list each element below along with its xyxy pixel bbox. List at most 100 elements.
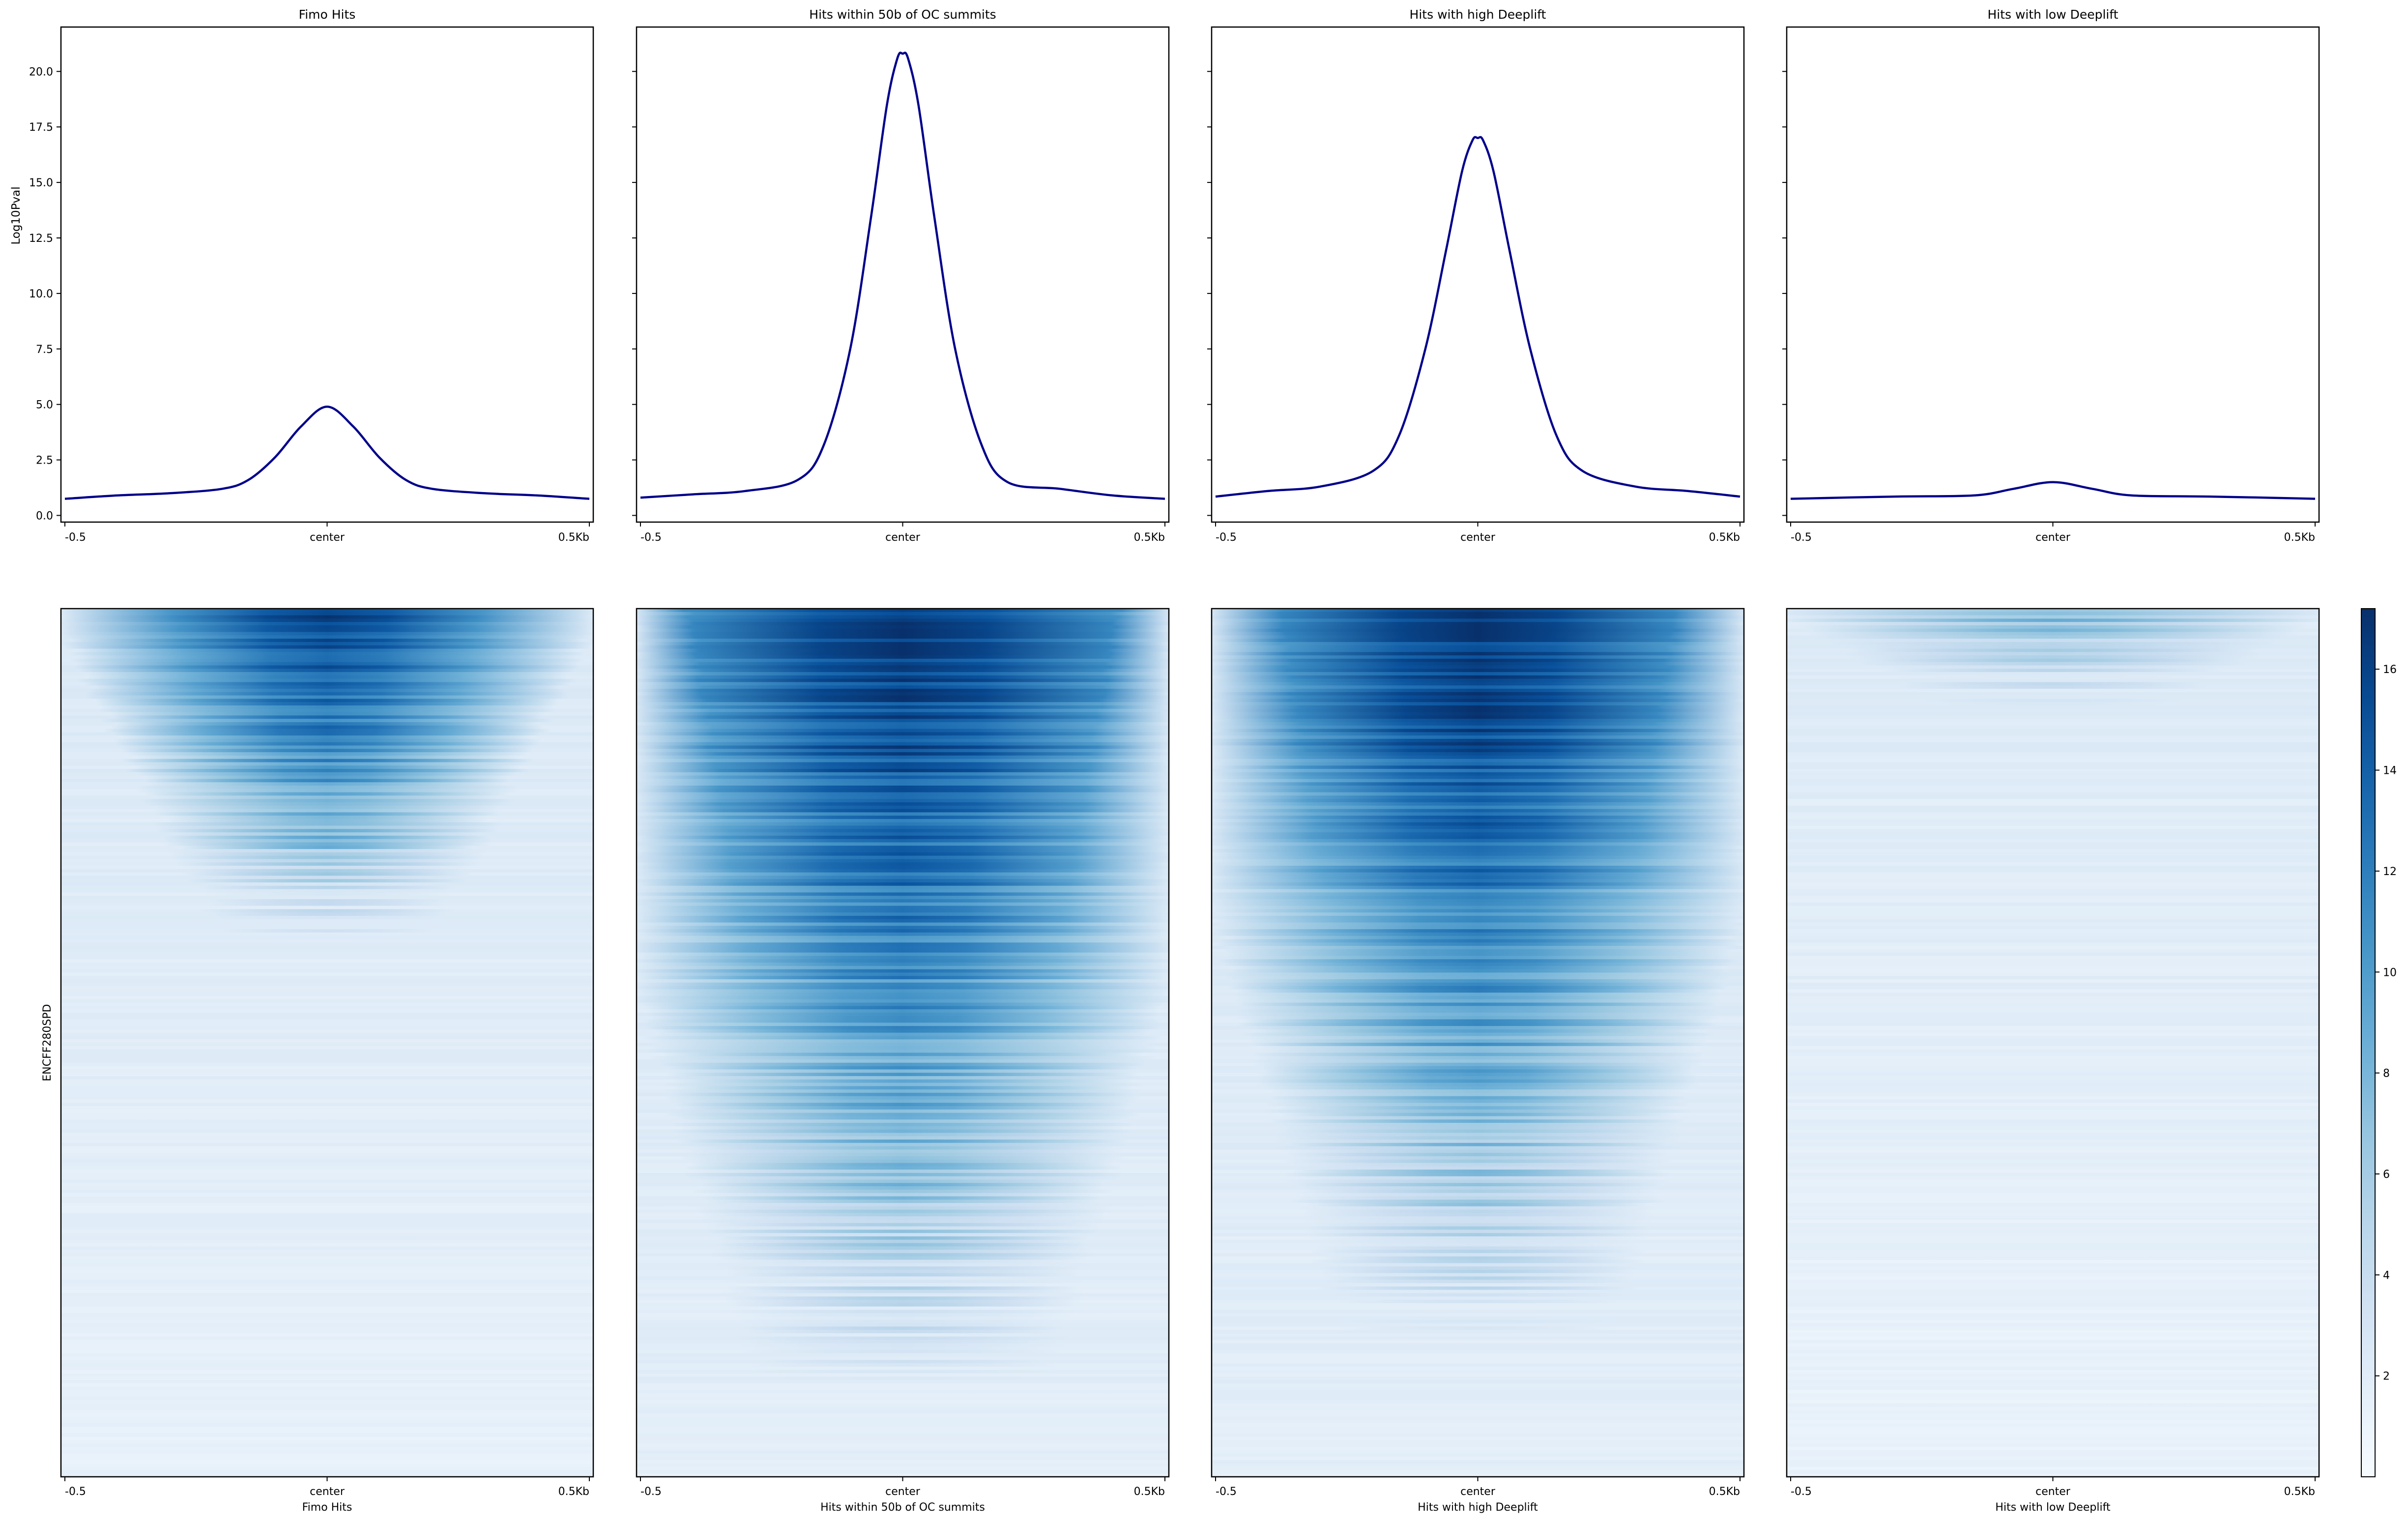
heatmap-row [61,936,593,940]
heatmap-row [1212,926,1744,930]
heatmap-row [61,1106,593,1110]
heatmap-row [637,1443,1169,1447]
heatmap-row [637,1286,1169,1290]
heatmap-row [1212,1083,1744,1086]
heatmap-row [637,1406,1169,1410]
heatmap-row [637,1123,1169,1127]
heatmap-row [1787,612,2319,616]
heatmap-row [61,1470,593,1474]
heatmap-row [61,1149,593,1153]
profile-axes-frame [60,26,594,523]
heatmap-row [1212,825,1744,829]
heatmap-row [1787,639,2319,643]
heatmap-row [637,1126,1169,1130]
heatmap-row [637,876,1169,879]
heatmap-row [1212,1396,1744,1401]
heatmap-row [1212,1436,1744,1440]
heatmap-row [61,1289,593,1294]
heatmap-row [61,825,593,829]
heatmap-row [1212,1113,1744,1117]
heatmap-row [637,939,1169,943]
heatmap-row [1787,1016,2319,1020]
heatmap-row [61,962,593,967]
heatmap-row [1787,1269,2319,1274]
heatmap-row [1212,1460,1744,1464]
heatmap-row [1787,1427,2319,1431]
heatmap-row [1212,799,1744,803]
heatmap-row [637,692,1169,696]
heatmap-row [61,622,593,626]
heatmap-row [1212,1296,1744,1300]
heatmap-row [1787,615,2319,619]
heatmap-row [1212,882,1744,886]
heatmap-row [1787,1410,2319,1414]
heatmap-row [637,882,1169,886]
heatmap-row [1787,819,2319,823]
heatmap-row [1212,1283,1744,1287]
heatmap-row [1212,1176,1744,1180]
heatmap-row [637,1156,1169,1160]
heatmap-row [1787,1293,2319,1297]
heatmap-row [1787,1053,2319,1056]
heatmap-row [637,802,1169,806]
heatmap-row [1787,1029,2319,1033]
x-tick-label: 0.5Kb [558,531,589,544]
heatmap-row [61,745,593,749]
heatmap-row [61,942,593,946]
heatmap-row [61,1310,593,1314]
heatmap-row [61,1226,593,1230]
heatmap-row [61,1170,593,1173]
heatmap-row [1787,855,2319,860]
heatmap-row [637,869,1169,873]
heatmap-row [1787,906,2319,909]
heatmap-row [637,1356,1169,1360]
heatmap-row [61,896,593,900]
heatmap-row [1787,1019,2319,1023]
heatmap-row [637,969,1169,973]
heatmap-row [1212,1142,1744,1147]
heatmap-row [637,1019,1169,1023]
heatmap-row [1787,962,2319,967]
heatmap-row [1787,1326,2319,1330]
heatmap-row [1787,1266,2319,1270]
heatmap-row [1787,1166,2319,1170]
heatmap-row [1787,1353,2319,1357]
x-tick-label: -0.5 [640,531,662,544]
heatmap-row [1212,972,1744,976]
heatmap-row [1212,842,1744,846]
heatmap-row [1787,1296,2319,1300]
heatmap-row [637,775,1169,780]
x-tick-label: -0.5 [1216,531,1237,544]
heatmap-row [637,1276,1169,1280]
heatmap-row [1212,618,1744,622]
heatmap-row [1787,809,2319,813]
heatmap-row [61,1390,593,1394]
heatmap-row [637,959,1169,963]
heatmap-row [1787,1276,2319,1280]
heatmap-row [637,702,1169,706]
heatmap-row [637,996,1169,1000]
heatmap-row [1212,1347,1744,1350]
heatmap-row [1212,635,1744,639]
heatmap-row [61,1023,593,1026]
heatmap-row [1212,628,1744,633]
heatmap-row [61,1349,593,1354]
heatmap-row [61,842,593,846]
heatmap-row [637,1303,1169,1307]
heatmap-row [1787,799,2319,803]
heatmap-row [1212,1170,1744,1173]
heatmap-row [1212,1363,1744,1367]
heatmap-row [1212,1136,1744,1140]
heatmap-row [1212,769,1744,773]
heatmap-row [1212,819,1744,823]
heatmap-row [1787,1009,2319,1013]
heatmap-row [61,1133,593,1137]
heatmap-row [1787,1083,2319,1086]
heatmap-row [637,1377,1169,1380]
heatmap-row [637,782,1169,786]
heatmap-row [637,632,1169,636]
heatmap-row [637,799,1169,803]
x-tick-label: -0.5 [1791,1486,1812,1498]
heatmap-row [1787,1380,2319,1384]
heatmap-row [61,769,593,773]
